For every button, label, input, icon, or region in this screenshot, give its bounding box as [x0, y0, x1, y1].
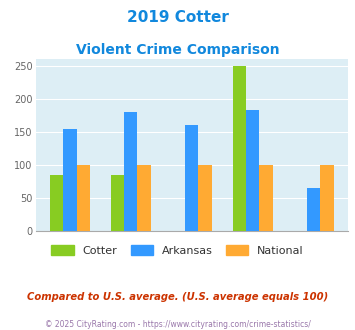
Bar	[137, 165, 151, 231]
Bar	[198, 165, 212, 231]
Bar	[233, 66, 246, 231]
Bar	[246, 110, 260, 231]
Bar	[63, 129, 77, 231]
Text: Violent Crime Comparison: Violent Crime Comparison	[76, 43, 279, 57]
Text: 2019 Cotter: 2019 Cotter	[127, 10, 228, 25]
Bar	[307, 188, 320, 231]
Bar	[185, 125, 198, 231]
Text: Compared to U.S. average. (U.S. average equals 100): Compared to U.S. average. (U.S. average …	[27, 292, 328, 302]
Bar	[50, 175, 63, 231]
Bar	[260, 165, 273, 231]
Bar	[320, 165, 334, 231]
Text: © 2025 CityRating.com - https://www.cityrating.com/crime-statistics/: © 2025 CityRating.com - https://www.city…	[45, 320, 310, 329]
Bar	[77, 165, 90, 231]
Bar	[111, 175, 124, 231]
Legend: Cotter, Arkansas, National: Cotter, Arkansas, National	[47, 240, 308, 260]
Bar	[124, 112, 137, 231]
